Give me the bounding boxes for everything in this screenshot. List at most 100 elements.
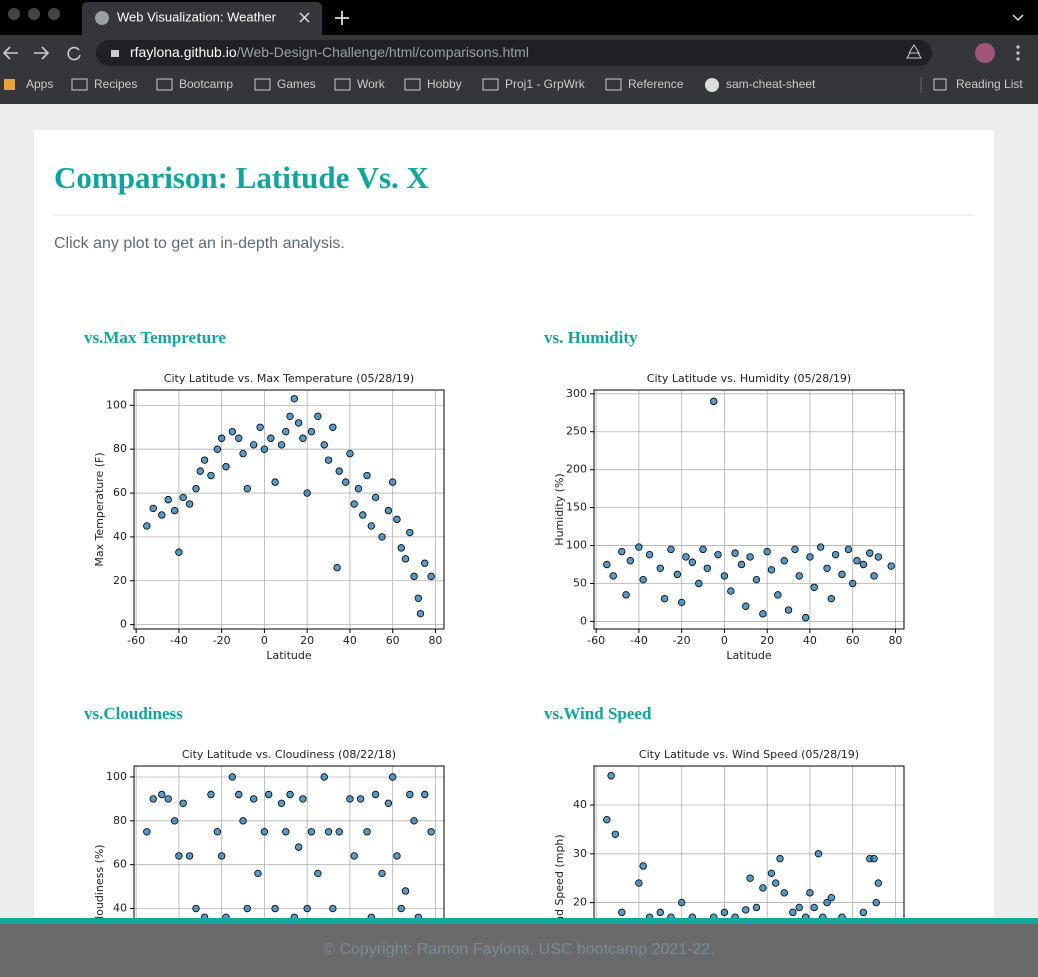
- scatter-point: [363, 828, 371, 836]
- scatter-point: [314, 869, 322, 878]
- plot[interactable]: vs. Humidity -60 -40 -20 0 20 40 60 80 0 50 100 150 2…: [544, 328, 905, 662]
- plot-heading[interactable]: vs. Humidity: [544, 328, 638, 347]
- scatter-point: [853, 557, 861, 565]
- scatter-point: [294, 419, 303, 427]
- y-tick-label: 300: [566, 387, 587, 400]
- tab-close[interactable]: [299, 12, 310, 23]
- scatter-point: [371, 493, 380, 502]
- scatter-point: [410, 817, 418, 825]
- plot-frame: [593, 389, 905, 630]
- y-axis-label: Max Temperature (F): [93, 452, 106, 566]
- x-tick-label: 40: [343, 634, 357, 647]
- window-button[interactable]: [48, 8, 60, 20]
- scatter-point: [838, 570, 846, 579]
- scatter-point: [329, 423, 337, 431]
- url-path: /Web-Design-Challenge/html/comparisons.h…: [237, 44, 529, 60]
- bookmark[interactable]: Games: [277, 77, 316, 91]
- profile-avatar[interactable]: [975, 43, 995, 63]
- scatter-point: [656, 908, 664, 917]
- window-button[interactable]: [28, 8, 40, 20]
- x-tick-label: 0: [261, 634, 268, 647]
- scatter-point: [228, 773, 237, 781]
- scatter-point: [213, 445, 222, 453]
- y-axis-label: Cloudiness (%): [93, 844, 106, 918]
- scatter-point: [260, 445, 269, 453]
- scatter-point: [742, 602, 750, 610]
- scatter-point: [290, 395, 299, 403]
- reading-list[interactable]: Reading List: [956, 77, 1023, 91]
- active-tab[interactable]: [82, 2, 322, 35]
- scatter-point: [838, 913, 846, 918]
- scatter-point: [356, 795, 365, 803]
- scatter-point: [406, 790, 414, 799]
- scatter-point: [401, 887, 410, 895]
- scatter-point: [603, 560, 611, 569]
- browser-chrome: Web Visualization: Weather rfaylona.gith…: [0, 0, 1038, 104]
- plot[interactable]: vs.Max Tempreture -60 -40 -20 0 20 40 60 80 0 20 40…: [84, 328, 445, 662]
- scatter-point: [763, 547, 771, 556]
- scatter-point: [320, 441, 328, 449]
- folder-icon: [605, 78, 622, 91]
- scatter-point: [827, 594, 836, 603]
- scatter-point: [859, 908, 868, 917]
- tab-menu[interactable]: [1012, 14, 1024, 22]
- chart-title: City Latitude vs. Max Temperature (05/28…: [164, 372, 414, 385]
- scatter-point: [695, 579, 703, 588]
- scatter-point: [303, 489, 311, 497]
- bookmark[interactable]: Work: [357, 77, 386, 91]
- window-button[interactable]: [8, 8, 20, 20]
- bookmark-star[interactable]: [906, 44, 922, 59]
- scatter-point: [414, 913, 423, 918]
- bookmark[interactable]: Bootcamp: [179, 77, 233, 91]
- lock-icon: [111, 50, 119, 57]
- scatter-point: [175, 852, 183, 860]
- scatter-point: [286, 790, 294, 799]
- scatter-point: [866, 549, 874, 557]
- footer: © Copyright: Ramon Faylona, USC bootcamp…: [0, 918, 1038, 977]
- omnibox[interactable]: [96, 40, 932, 66]
- scatter-point: [414, 594, 423, 603]
- viewport: Comparison: Latitude Vs. X Click any plo…: [0, 104, 1038, 918]
- scatter-point: [870, 572, 878, 580]
- x-tick-label: 20: [300, 634, 314, 647]
- menu[interactable]: [1016, 45, 1020, 49]
- plot[interactable]: vs.Wind Speed-60-40-20020406080010203040…: [544, 704, 905, 918]
- new-tab[interactable]: [335, 11, 349, 25]
- scatter-point: [286, 412, 294, 421]
- reload-button[interactable]: [67, 46, 81, 61]
- forward-button[interactable]: [34, 46, 50, 60]
- x-tick-label: 40: [803, 634, 817, 647]
- bookmark[interactable]: Recipes: [94, 77, 137, 91]
- scatter-point: [746, 874, 754, 882]
- bookmark[interactable]: Reference: [628, 77, 684, 91]
- plot[interactable]: vs.Cloudiness-60-40-20020406080020406080…: [84, 704, 445, 918]
- x-tick-label: -20: [213, 634, 231, 647]
- y-tick-label: 50: [573, 576, 587, 589]
- scatter-point: [346, 449, 354, 458]
- scatter-point: [143, 828, 151, 836]
- bookmark[interactable]: Hobby: [427, 77, 462, 91]
- bookmark[interactable]: Apps: [26, 77, 53, 91]
- scatter-point: [200, 456, 209, 464]
- scatter-point: [810, 903, 818, 912]
- bookmark[interactable]: Proj1 - GrpWrk: [505, 77, 586, 91]
- scatter-point: [149, 795, 157, 803]
- scatter-point: [185, 500, 194, 508]
- scatter-point: [335, 828, 343, 836]
- scatter-point: [179, 493, 187, 502]
- scatter-point: [341, 478, 350, 486]
- plot-heading[interactable]: vs.Wind Speed: [544, 704, 652, 723]
- bookmark[interactable]: sam-cheat-sheet: [726, 77, 816, 91]
- plot-heading[interactable]: vs.Max Tempreture: [84, 328, 226, 347]
- y-tick-label: 200: [566, 463, 587, 476]
- scatter-point: [710, 913, 718, 918]
- plot-heading[interactable]: vs.Cloudiness: [84, 704, 183, 723]
- plot-area: [134, 766, 444, 918]
- scatter-point: [806, 889, 814, 897]
- scatter-point: [207, 471, 215, 480]
- scatter-point: [384, 799, 393, 807]
- page-title: Comparison: Latitude Vs. X: [54, 160, 430, 195]
- scatter-point: [179, 799, 187, 807]
- back-button[interactable]: [2, 46, 18, 60]
- scatter-point: [207, 790, 215, 799]
